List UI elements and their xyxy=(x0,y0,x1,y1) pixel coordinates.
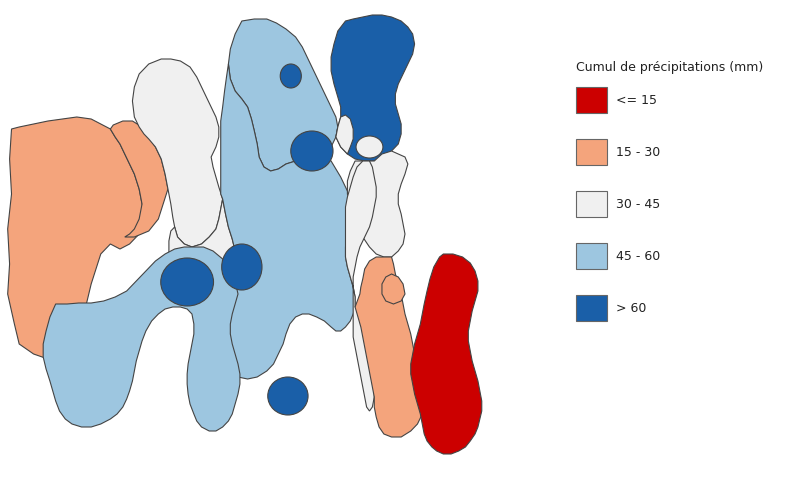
Polygon shape xyxy=(410,254,482,454)
Ellipse shape xyxy=(222,244,262,290)
Polygon shape xyxy=(346,162,376,411)
Ellipse shape xyxy=(290,132,333,172)
Polygon shape xyxy=(331,16,414,162)
Text: Cumul de précipitations (mm): Cumul de précipitations (mm) xyxy=(576,61,763,74)
Polygon shape xyxy=(336,116,353,155)
Polygon shape xyxy=(229,20,338,172)
Polygon shape xyxy=(43,248,240,431)
Polygon shape xyxy=(347,152,408,257)
Polygon shape xyxy=(169,200,238,307)
FancyBboxPatch shape xyxy=(576,140,606,166)
FancyBboxPatch shape xyxy=(576,88,606,114)
Polygon shape xyxy=(355,257,424,437)
Ellipse shape xyxy=(356,137,383,159)
Polygon shape xyxy=(110,122,168,238)
Text: 45 - 60: 45 - 60 xyxy=(616,249,660,262)
FancyBboxPatch shape xyxy=(576,243,606,269)
Text: <= 15: <= 15 xyxy=(616,93,657,106)
Polygon shape xyxy=(382,275,405,304)
Polygon shape xyxy=(133,60,222,248)
FancyBboxPatch shape xyxy=(576,192,606,217)
Polygon shape xyxy=(8,118,144,359)
Text: > 60: > 60 xyxy=(616,301,646,314)
Text: 15 - 30: 15 - 30 xyxy=(616,145,660,158)
Ellipse shape xyxy=(161,258,214,306)
Polygon shape xyxy=(219,65,355,379)
Text: 30 - 45: 30 - 45 xyxy=(616,197,660,210)
Ellipse shape xyxy=(268,377,308,415)
FancyBboxPatch shape xyxy=(576,295,606,321)
Ellipse shape xyxy=(280,65,302,89)
